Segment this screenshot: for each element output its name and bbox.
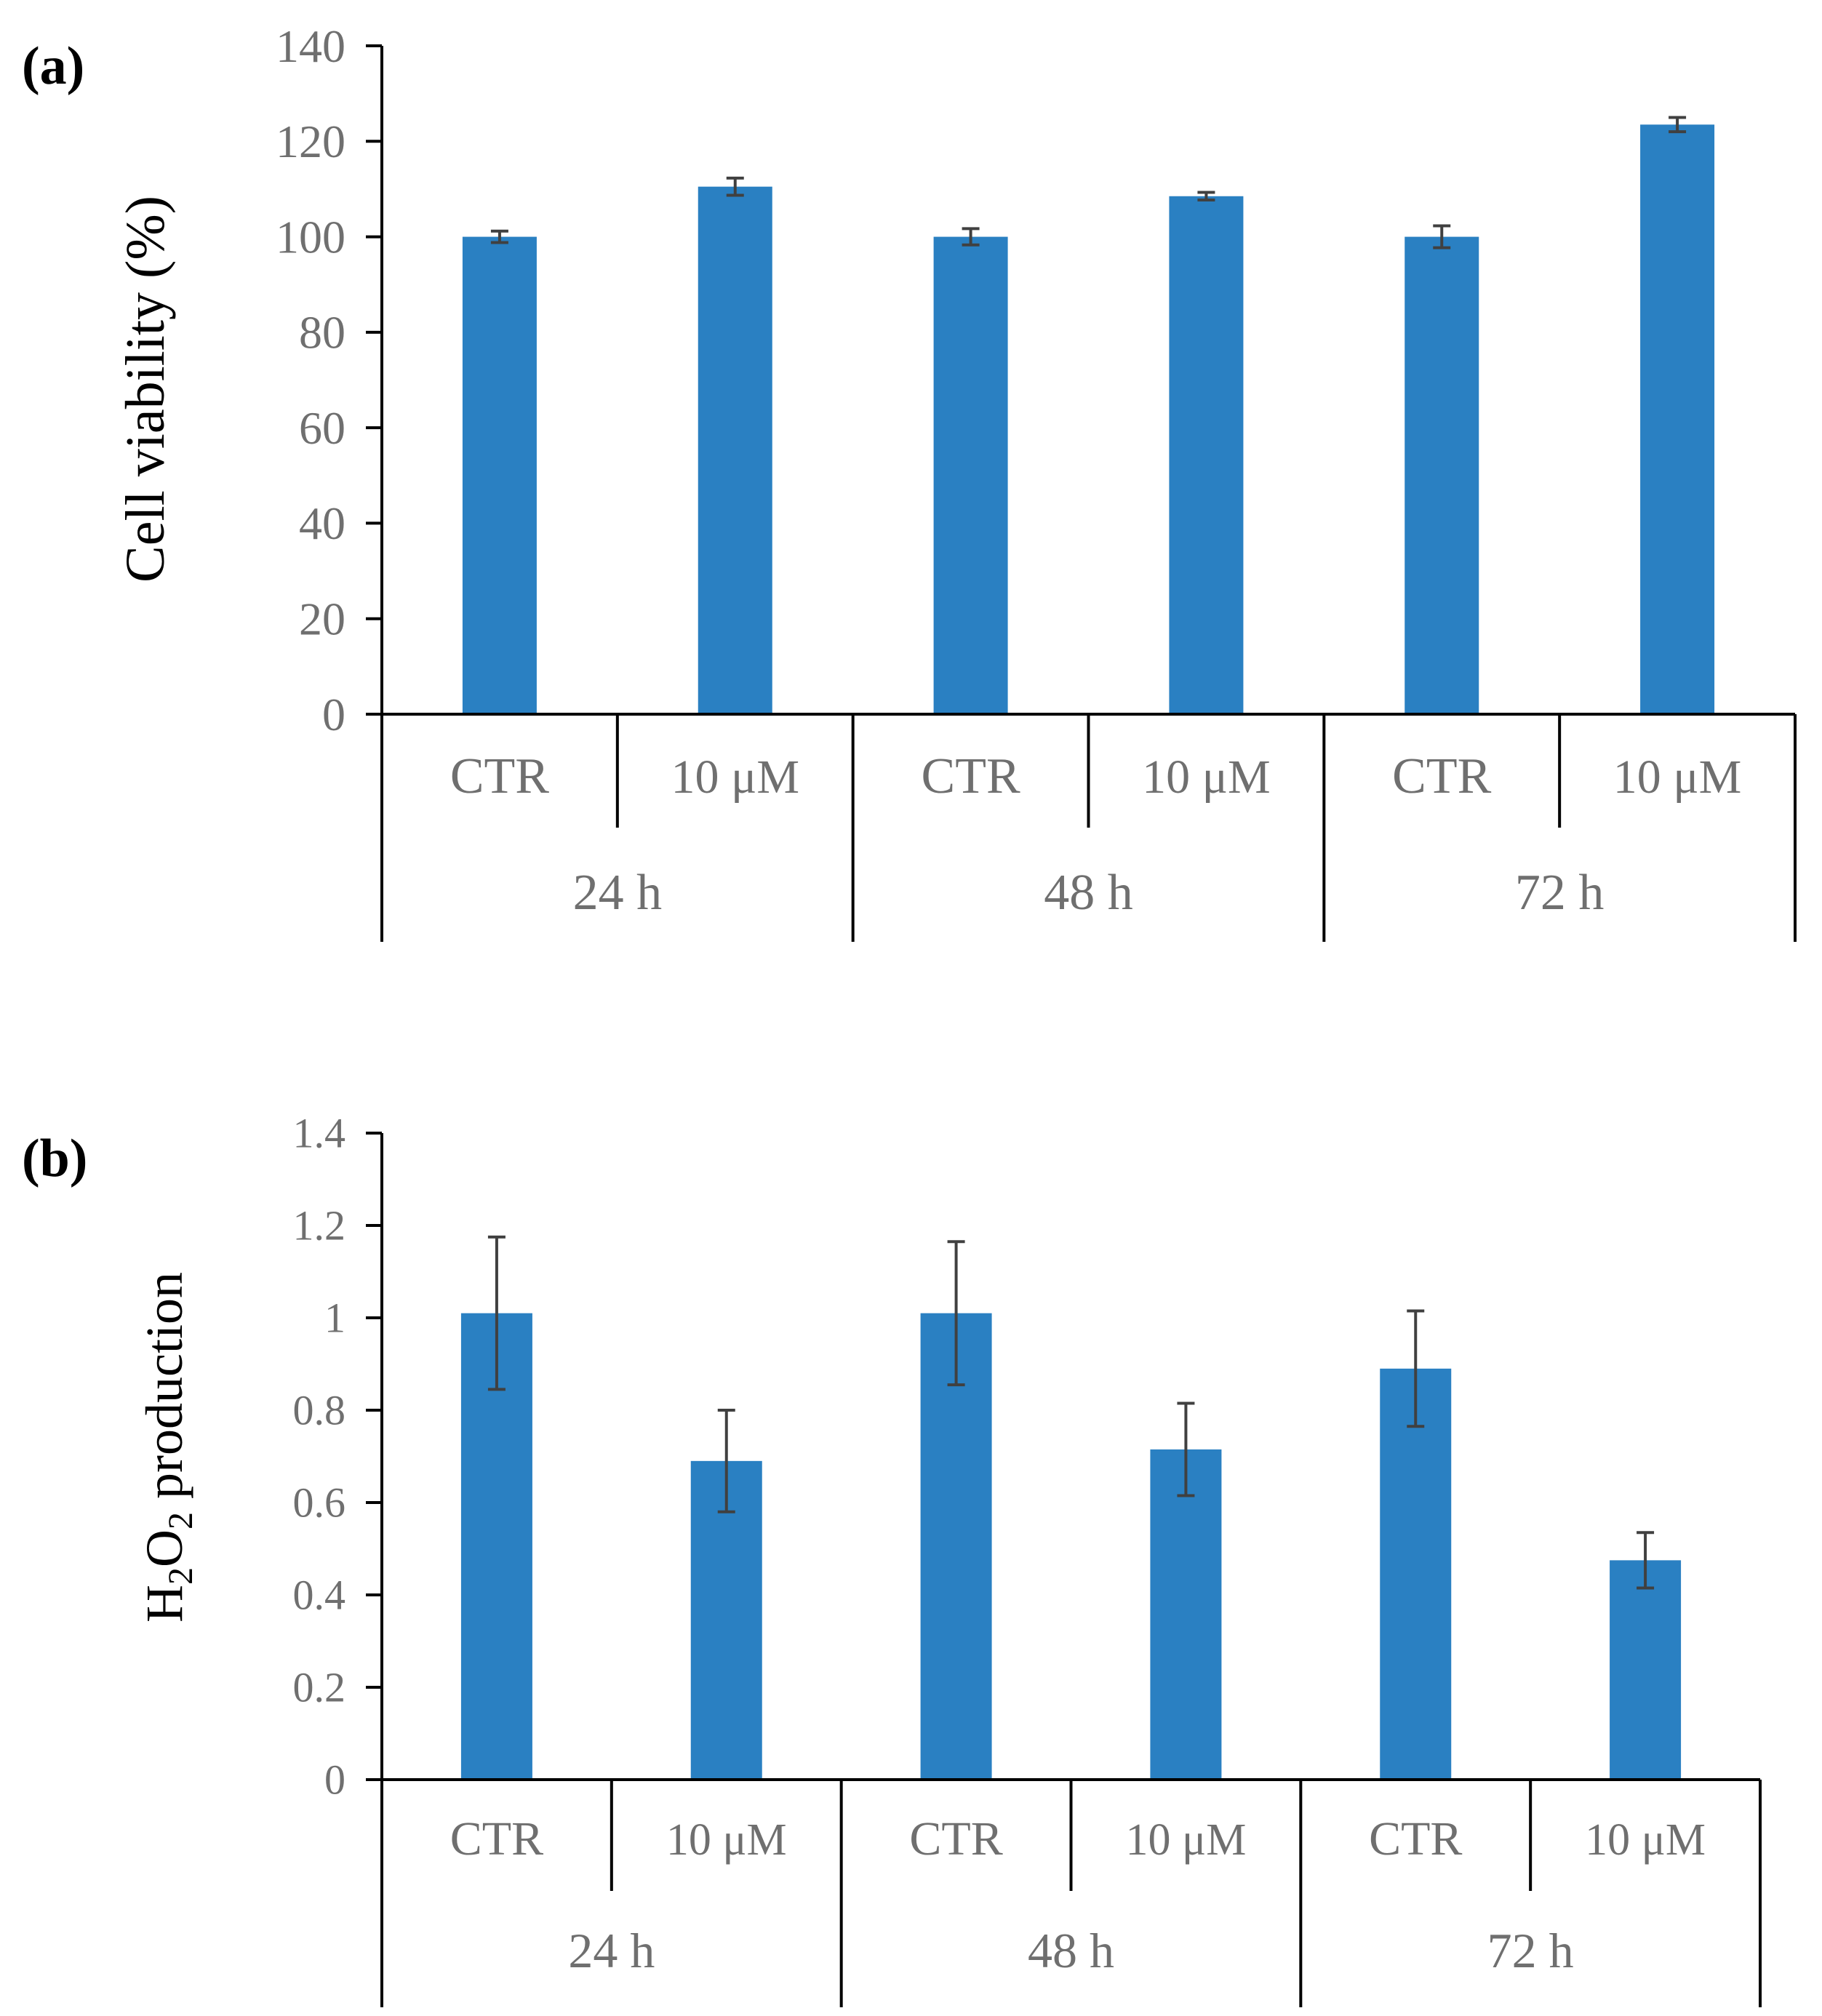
y-label-h: H	[135, 1585, 193, 1623]
y-tick-label: 0.4	[293, 1572, 346, 1619]
chart-h2o2-production: (b) H2O2 production 00.20.40.60.811.21.4…	[22, 1110, 1762, 2007]
bar-a-4	[1169, 196, 1244, 714]
category-label: 10 μM	[666, 1815, 787, 1865]
category-label: 10 μM	[1125, 1815, 1246, 1865]
category-label: CTR	[1392, 748, 1491, 804]
error-bar-b-4	[1177, 1401, 1195, 1497]
category-label: CTR	[450, 1812, 543, 1865]
category-label: 10 μM	[1585, 1815, 1706, 1865]
y-tick-label: 1	[324, 1295, 345, 1342]
bars-b	[460, 1313, 1682, 1780]
y-tick-label: 0.8	[293, 1387, 346, 1434]
group-label: 24 h	[568, 1923, 655, 1978]
chart-cell-viability: (a) Cell viability (%) 0 20 40 60 80 100 120 14…	[22, 20, 1797, 942]
group-label: 48 h	[1044, 865, 1133, 921]
error-bar-a-2	[726, 176, 744, 197]
group-label: 72 h	[1515, 865, 1605, 921]
y-label-o: O	[135, 1529, 193, 1567]
y-tick-label: 0	[324, 1756, 345, 1804]
group-label: 72 h	[1487, 1923, 1574, 1978]
bar-a-2	[698, 186, 772, 714]
y-tick-label: 120	[276, 116, 345, 167]
y-tick-label: 140	[276, 20, 345, 72]
error-bar-a-4	[1197, 191, 1215, 202]
error-bar-b-6	[1637, 1531, 1655, 1590]
category-label: CTR	[909, 1812, 1002, 1865]
category-label: 10 μM	[671, 751, 799, 804]
bar-a-6	[1640, 124, 1715, 714]
y-tick-label: 40	[299, 497, 345, 549]
y-tick-label: 60	[299, 402, 345, 454]
category-labels-a: CTR 10 μM CTR 10 μM CTR 10 μM	[450, 748, 1742, 804]
panel-label-b: (b)	[22, 1129, 87, 1188]
group-label: 24 h	[573, 865, 663, 921]
y-label-sub1: 2	[161, 1567, 200, 1585]
bar-a-3	[933, 236, 1008, 715]
bars-a	[462, 124, 1715, 715]
bar-b-2	[690, 1460, 762, 1780]
panel-label-a: (a)	[22, 36, 84, 96]
bar-b-1	[460, 1313, 532, 1780]
y-label-rest: production	[135, 1272, 193, 1512]
y-tick-label: 80	[299, 307, 345, 359]
error-bar-b-1	[487, 1235, 506, 1391]
y-axis-label-b: H2O2 production	[135, 1272, 200, 1623]
bar-b-3	[920, 1313, 992, 1780]
category-label: CTR	[922, 748, 1020, 804]
error-bar-a-5	[1433, 224, 1451, 249]
axes-a	[380, 46, 1797, 942]
category-labels-b: CTR 10 μM CTR 10 μM CTR 10 μM	[450, 1812, 1706, 1865]
error-bar-a-1	[490, 229, 508, 244]
error-bar-b-2	[717, 1409, 735, 1513]
y-ticks-a: 0 20 40 60 80 100 120 140	[276, 20, 382, 740]
y-tick-label: 1.2	[293, 1202, 346, 1249]
y-tick-label: 0.2	[293, 1664, 346, 1711]
group-labels-b: 24 h 48 h 72 h	[568, 1923, 1573, 1978]
axes-b	[380, 1133, 1762, 2007]
bar-b-6	[1610, 1560, 1682, 1780]
y-tick-label: 0.6	[293, 1479, 346, 1527]
category-label: CTR	[1369, 1812, 1462, 1865]
error-bar-b-3	[947, 1240, 965, 1387]
error-bars-b	[487, 1235, 1655, 1590]
y-tick-label: 100	[276, 211, 345, 263]
y-axis-label-a: Cell viability (%)	[115, 196, 176, 583]
category-label: 10 μM	[1613, 751, 1742, 804]
y-tick-label: 1.4	[293, 1110, 346, 1157]
group-label: 48 h	[1028, 1923, 1114, 1978]
error-bar-b-5	[1407, 1309, 1425, 1428]
bar-a-1	[462, 236, 537, 715]
error-bar-a-3	[962, 227, 980, 247]
bar-a-5	[1405, 236, 1479, 715]
y-ticks-b: 0 0.2 0.4 0.6 0.8 1 1.2 1.4	[293, 1110, 382, 1804]
category-label: CTR	[450, 748, 549, 804]
category-label: 10 μM	[1142, 751, 1271, 804]
y-tick-label: 0	[322, 689, 345, 740]
error-bar-a-6	[1669, 116, 1687, 134]
y-tick-label: 20	[299, 593, 345, 644]
y-label-sub2: 2	[161, 1512, 200, 1529]
bar-b-4	[1150, 1449, 1222, 1780]
group-labels-a: 24 h 48 h 72 h	[573, 865, 1605, 921]
bar-b-5	[1380, 1368, 1452, 1780]
error-bars-a	[490, 116, 1687, 249]
